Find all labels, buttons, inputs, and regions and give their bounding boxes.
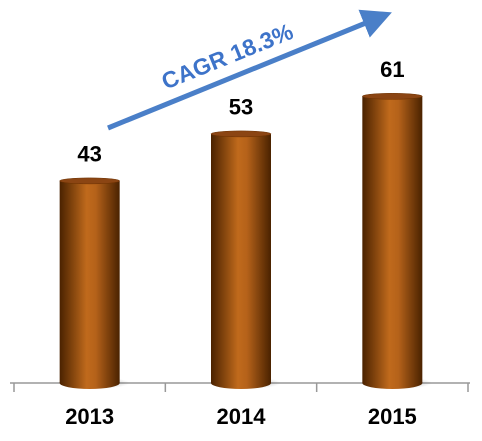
bar xyxy=(211,133,271,383)
x-tick-label: 2013 xyxy=(65,404,114,429)
data-label: 43 xyxy=(77,142,101,167)
bar-bottom xyxy=(211,377,271,389)
bar-top xyxy=(210,130,272,138)
bar xyxy=(362,96,423,384)
data-label: 53 xyxy=(229,95,253,120)
bar xyxy=(59,180,120,383)
bar-bottom xyxy=(59,377,120,389)
x-tick-label: 2014 xyxy=(217,404,267,429)
cagr-arrow xyxy=(107,9,392,131)
bar-top xyxy=(59,177,120,185)
bar-top xyxy=(362,93,423,100)
annotation: CAGR 18.3% xyxy=(158,18,297,94)
bar-bottom xyxy=(362,377,423,389)
data-label: 61 xyxy=(380,57,404,82)
x-tick-label: 2015 xyxy=(368,404,417,429)
